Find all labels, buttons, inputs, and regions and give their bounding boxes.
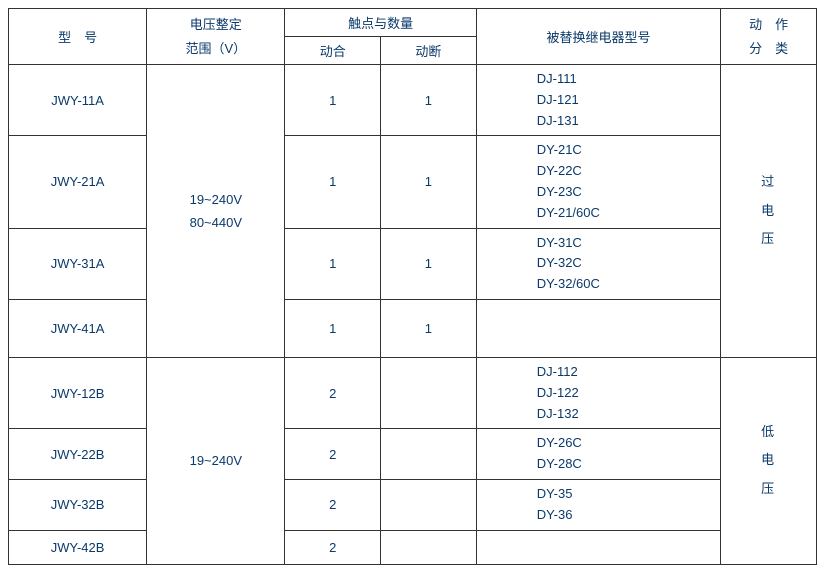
relay-spec-table: 型 号 电压整定范围（V） 触点与数量 被替换继电器型号 动 作分 类 动合 动…: [8, 8, 817, 565]
cell-voltage: 19~240V80~440V: [147, 65, 285, 358]
header-voltage-range: 电压整定范围（V）: [147, 9, 285, 65]
cell-model: JWY-12B: [9, 357, 147, 428]
cell-model: JWY-22B: [9, 429, 147, 480]
cell-break: 1: [381, 228, 477, 299]
table-row: JWY-11A 19~240V80~440V 1 1 DJ-111DJ-121D…: [9, 65, 817, 136]
table-row: JWY-12B 19~240V 2 DJ-112DJ-122DJ-132 低电压: [9, 357, 817, 428]
cell-model: JWY-31A: [9, 228, 147, 299]
table-row: JWY-42B 2: [9, 530, 817, 564]
cell-make: 2: [285, 479, 381, 530]
header-contact-break: 动断: [381, 37, 477, 65]
cell-voltage: 19~240V: [147, 357, 285, 564]
cell-make: 1: [285, 228, 381, 299]
cell-break: [381, 479, 477, 530]
table-row: JWY-21A 1 1 DY-21CDY-22CDY-23CDY-21/60C: [9, 136, 817, 228]
cell-model: JWY-32B: [9, 479, 147, 530]
cell-action: 低电压: [721, 357, 817, 564]
cell-model: JWY-11A: [9, 65, 147, 136]
header-action-category: 动 作分 类: [721, 9, 817, 65]
cell-replaced: DY-31CDY-32CDY-32/60C: [476, 228, 721, 299]
cell-replaced: DJ-112DJ-122DJ-132: [476, 357, 721, 428]
cell-break: 1: [381, 65, 477, 136]
cell-replaced: DY-35DY-36: [476, 479, 721, 530]
cell-replaced: DY-26CDY-28C: [476, 429, 721, 480]
cell-break: 1: [381, 299, 477, 357]
header-contacts-group: 触点与数量: [285, 9, 476, 37]
cell-model: JWY-41A: [9, 299, 147, 357]
header-replaced-model: 被替换继电器型号: [476, 9, 721, 65]
header-contact-make: 动合: [285, 37, 381, 65]
cell-break: [381, 429, 477, 480]
cell-model: JWY-42B: [9, 530, 147, 564]
table-header: 型 号 电压整定范围（V） 触点与数量 被替换继电器型号 动 作分 类 动合 动…: [9, 9, 817, 65]
cell-model: JWY-21A: [9, 136, 147, 228]
table-row: JWY-41A 1 1: [9, 299, 817, 357]
cell-replaced: DJ-111DJ-121DJ-131: [476, 65, 721, 136]
table-row: JWY-22B 2 DY-26CDY-28C: [9, 429, 817, 480]
table-row: JWY-31A 1 1 DY-31CDY-32CDY-32/60C: [9, 228, 817, 299]
cell-make: 2: [285, 429, 381, 480]
table-body: JWY-11A 19~240V80~440V 1 1 DJ-111DJ-121D…: [9, 65, 817, 565]
cell-replaced: DY-21CDY-22CDY-23CDY-21/60C: [476, 136, 721, 228]
cell-make: 2: [285, 530, 381, 564]
table-row: JWY-32B 2 DY-35DY-36: [9, 479, 817, 530]
cell-replaced: [476, 299, 721, 357]
cell-make: 2: [285, 357, 381, 428]
cell-break: [381, 357, 477, 428]
cell-make: 1: [285, 299, 381, 357]
cell-make: 1: [285, 136, 381, 228]
header-model: 型 号: [9, 9, 147, 65]
cell-break: [381, 530, 477, 564]
cell-replaced: [476, 530, 721, 564]
cell-action: 过电压: [721, 65, 817, 358]
cell-make: 1: [285, 65, 381, 136]
cell-break: 1: [381, 136, 477, 228]
